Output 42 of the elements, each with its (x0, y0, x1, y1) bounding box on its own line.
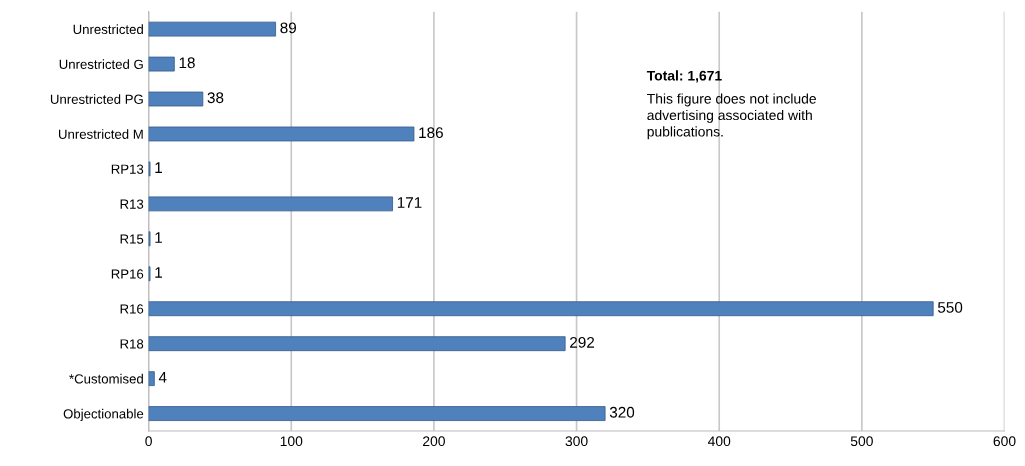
bar (148, 196, 393, 212)
bar (148, 21, 276, 37)
y-tick-label: Objectionable (63, 408, 144, 422)
x-tick-label: 0 (145, 436, 152, 447)
data-label: 186 (419, 127, 443, 139)
y-tick-label: Unrestricted M (59, 129, 143, 139)
data-label: 292 (570, 336, 595, 348)
x-tick-label: 100 (280, 436, 303, 447)
data-label: 38 (207, 92, 224, 104)
x-tick-label: 600 (993, 436, 1016, 447)
y-tick-label: RP13 (111, 164, 144, 174)
annotation: Total: 1,671 (646, 70, 722, 83)
data-label: 1 (155, 162, 162, 173)
y-tick-label: Unrestricted G (59, 59, 143, 69)
data-label: 320 (609, 406, 635, 418)
y-tick-label: R18 (120, 339, 144, 349)
bar (148, 301, 934, 317)
bar (148, 406, 606, 421)
bar (148, 91, 204, 107)
y-tick-label: Unrestricted (73, 24, 143, 35)
x-tick-label: 500 (850, 436, 873, 447)
data-label: 550 (937, 302, 963, 313)
y-tick-label: R16 (120, 304, 144, 314)
y-tick-label: RP16 (111, 269, 144, 279)
data-label: 1 (155, 232, 162, 243)
bar (148, 56, 175, 72)
data-label: 171 (397, 197, 422, 208)
y-tick-label: R15 (120, 234, 144, 244)
data-label: 1 (155, 267, 162, 278)
bar (148, 126, 415, 142)
y-tick-label: *Customised (69, 373, 143, 384)
x-tick-label: 400 (707, 436, 731, 447)
y-tick-label: R13 (120, 199, 144, 209)
x-tick-label: 300 (565, 436, 588, 447)
data-label: 89 (280, 22, 297, 34)
annotation: This figure does not include advertising associated with publications. (647, 93, 816, 140)
data-label: 4 (158, 372, 167, 383)
y-tick-label: Unrestricted PG (50, 94, 143, 104)
x-tick-label: 200 (423, 436, 445, 447)
bar (148, 371, 155, 387)
data-label: 18 (179, 57, 195, 69)
bar (148, 336, 566, 352)
